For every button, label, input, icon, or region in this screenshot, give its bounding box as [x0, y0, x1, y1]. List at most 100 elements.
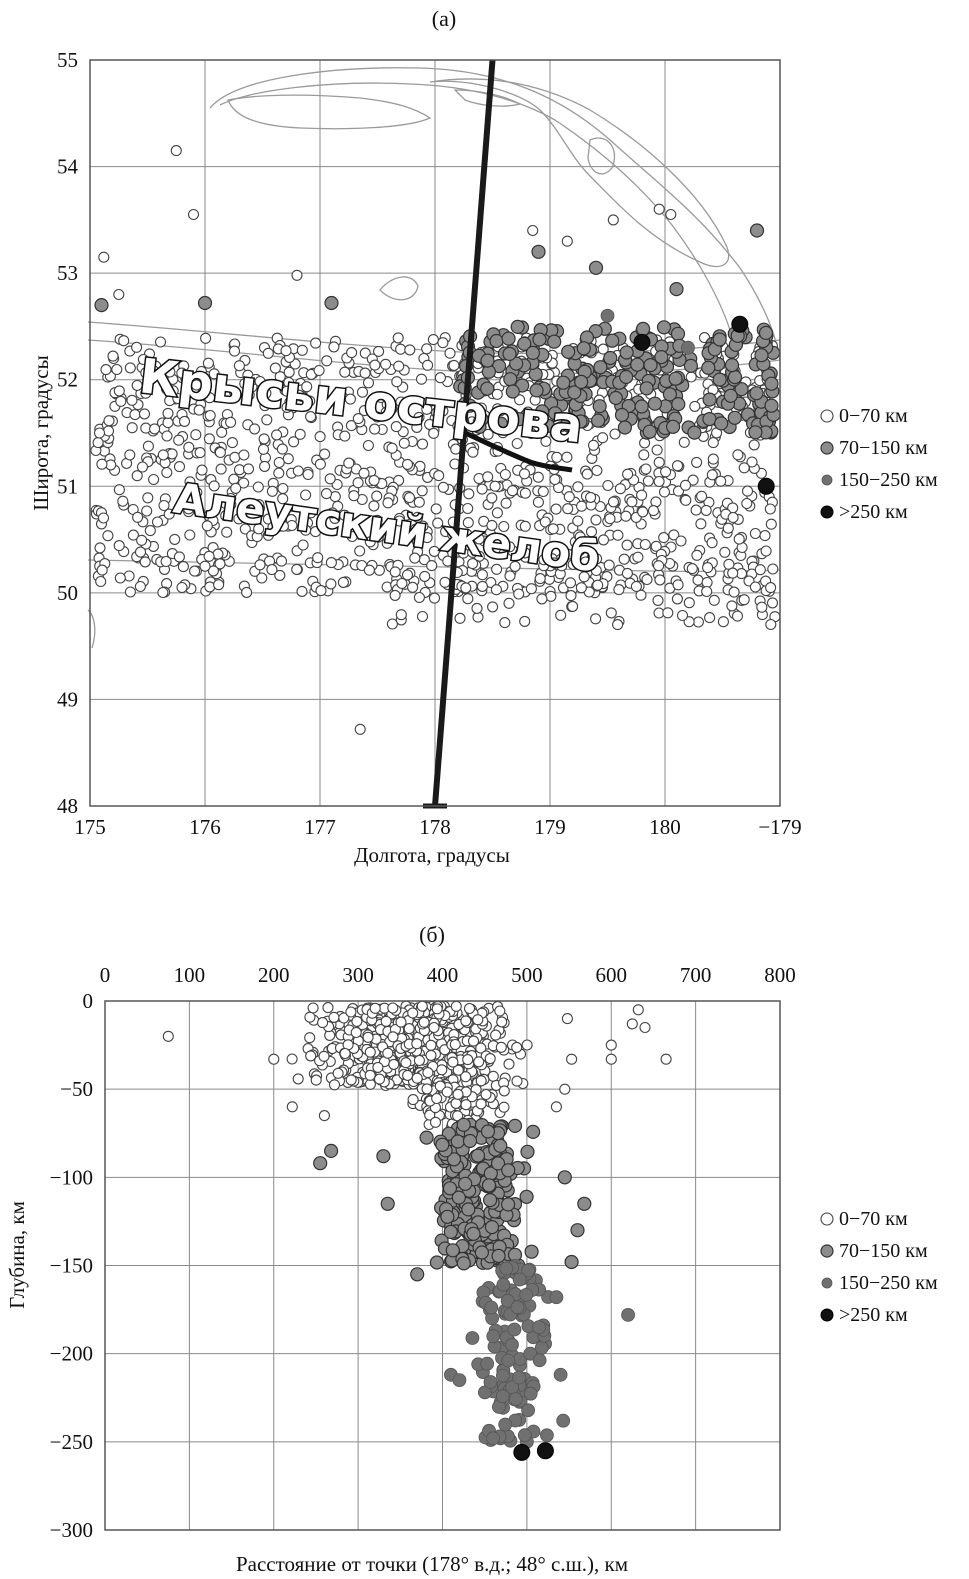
- earthquake-point-intermediate: [525, 1124, 541, 1140]
- earthquake-point-shallow: [297, 539, 309, 551]
- earthquake-point-shallow: [339, 1047, 351, 1060]
- earthquake-point-shallow: [653, 203, 665, 215]
- earthquake-point-shallow: [371, 514, 383, 526]
- earthquake-point-shallow: [432, 517, 444, 529]
- earthquake-point-shallow: [281, 401, 293, 413]
- earthquake-point-shallow: [702, 562, 714, 574]
- earthquake-point-shallow: [319, 448, 331, 460]
- earthquake-point-intermediate: [376, 1149, 391, 1164]
- earthquake-point-shallow: [286, 1101, 298, 1113]
- earthquake-point-shallow: [239, 378, 251, 390]
- earthquake-point-deep: [495, 1368, 510, 1383]
- earthquake-point-shallow: [238, 449, 250, 461]
- y-tick-label: 0: [83, 989, 94, 1013]
- earthquake-point-shallow: [484, 1053, 496, 1065]
- earthquake-point-shallow: [572, 515, 584, 527]
- earthquake-point-shallow: [407, 581, 419, 593]
- earthquake-point-shallow: [97, 512, 110, 524]
- earthquake-point-shallow: [411, 1072, 423, 1084]
- y-tick-label: 52: [57, 368, 78, 392]
- earthquake-point-intermediate: [702, 412, 717, 427]
- earthquake-point-shallow: [519, 487, 531, 499]
- earthquake-point-shallow: [228, 345, 241, 357]
- x-tick-label: 300: [342, 963, 374, 987]
- earthquake-point-intermediate: [446, 1152, 462, 1167]
- earthquake-point-shallow: [318, 1050, 330, 1062]
- earthquake-point-shallow: [576, 500, 588, 512]
- earthquake-point-intermediate: [749, 386, 764, 401]
- earthquake-point-shallow: [749, 527, 761, 540]
- earthquake-point-shallow: [707, 437, 719, 449]
- earthquake-point-shallow: [689, 400, 701, 412]
- earthquake-point-shallow: [482, 471, 494, 483]
- earthquake-point-intermediate: [619, 345, 634, 360]
- earthquake-point-shallow: [467, 558, 479, 570]
- earthquake-point-shallow: [426, 560, 438, 572]
- earthquake-point-shallow: [249, 423, 261, 435]
- earthquake-point-shallow: [102, 530, 114, 542]
- earthquake-point-shallow: [204, 409, 216, 422]
- earthquake-point-shallow: [387, 1002, 399, 1014]
- earthquake-point-intermediate: [380, 1196, 395, 1211]
- earthquake-point-deep: [486, 1431, 501, 1446]
- earthquake-point-intermediate: [480, 1124, 496, 1139]
- earthquake-point-shallow: [450, 443, 462, 455]
- earthquake-point-shallow: [431, 1092, 443, 1105]
- earthquake-point-shallow: [545, 590, 557, 602]
- earthquake-point-intermediate: [619, 369, 634, 385]
- earthquake-point-shallow: [322, 1002, 334, 1014]
- earthquake-point-shallow: [96, 564, 108, 576]
- y-tick-label: 48: [57, 794, 78, 818]
- earthquake-point-shallow: [653, 560, 665, 572]
- earthquake-point-shallow: [715, 475, 727, 487]
- earthquake-point-very-deep: [757, 477, 775, 495]
- x-tick-label: 175: [74, 815, 106, 839]
- earthquake-point-shallow: [207, 565, 219, 577]
- earthquake-point-shallow: [548, 557, 561, 569]
- earthquake-point-shallow: [764, 503, 776, 515]
- x-tick-label: 100: [174, 963, 206, 987]
- earthquake-point-shallow: [419, 570, 431, 582]
- legend-label: 70−150 км: [839, 437, 928, 459]
- earthquake-point-shallow: [304, 395, 316, 407]
- earthquake-point-shallow: [177, 561, 189, 573]
- earthquake-point-deep: [486, 1329, 501, 1344]
- earthquake-point-shallow: [491, 403, 504, 415]
- y-tick-label: 50: [57, 581, 78, 605]
- earthquake-point-shallow: [597, 534, 610, 546]
- earthquake-point-shallow: [585, 526, 598, 538]
- earthquake-point-intermediate: [687, 425, 702, 440]
- earthquake-point-shallow: [113, 484, 125, 496]
- earthquake-point-shallow: [381, 537, 393, 549]
- earthquake-point-shallow: [258, 433, 270, 445]
- earthquake-point-shallow: [398, 437, 410, 449]
- earthquake-point-intermediate: [656, 320, 672, 335]
- earthquake-point-shallow: [590, 613, 602, 625]
- earthquake-point-shallow: [733, 533, 745, 545]
- earthquake-point-shallow: [498, 1101, 510, 1113]
- panel-b-y-axis-label: Глубина, км: [5, 1201, 29, 1309]
- earthquake-point-shallow: [741, 485, 754, 497]
- earthquake-point-shallow: [609, 428, 621, 440]
- earthquake-point-shallow: [338, 1012, 350, 1024]
- earthquake-point-shallow: [154, 336, 167, 348]
- earthquake-point-shallow: [448, 359, 460, 371]
- earthquake-point-deep: [483, 1375, 498, 1389]
- earthquake-point-intermediate: [714, 416, 729, 431]
- earthquake-point-shallow: [549, 473, 561, 486]
- earthquake-point-shallow: [402, 1069, 414, 1081]
- earthquake-point-shallow: [176, 581, 188, 594]
- earthquake-point-shallow: [291, 563, 303, 575]
- earthquake-point-shallow: [592, 579, 604, 591]
- earthquake-point-intermediate: [501, 1197, 516, 1212]
- earthquake-point-deep: [512, 1370, 526, 1385]
- earthquake-point-shallow: [499, 617, 511, 629]
- earthquake-point-shallow: [118, 335, 130, 347]
- earthquake-point-shallow: [487, 1070, 499, 1082]
- earthquake-point-shallow: [296, 344, 308, 356]
- y-tick-label: −250: [50, 1430, 93, 1454]
- earthquake-point-shallow: [422, 359, 434, 371]
- earthquake-point-shallow: [486, 519, 498, 531]
- earthquake-point-shallow: [527, 224, 539, 237]
- earthquake-point-deep: [500, 1293, 515, 1308]
